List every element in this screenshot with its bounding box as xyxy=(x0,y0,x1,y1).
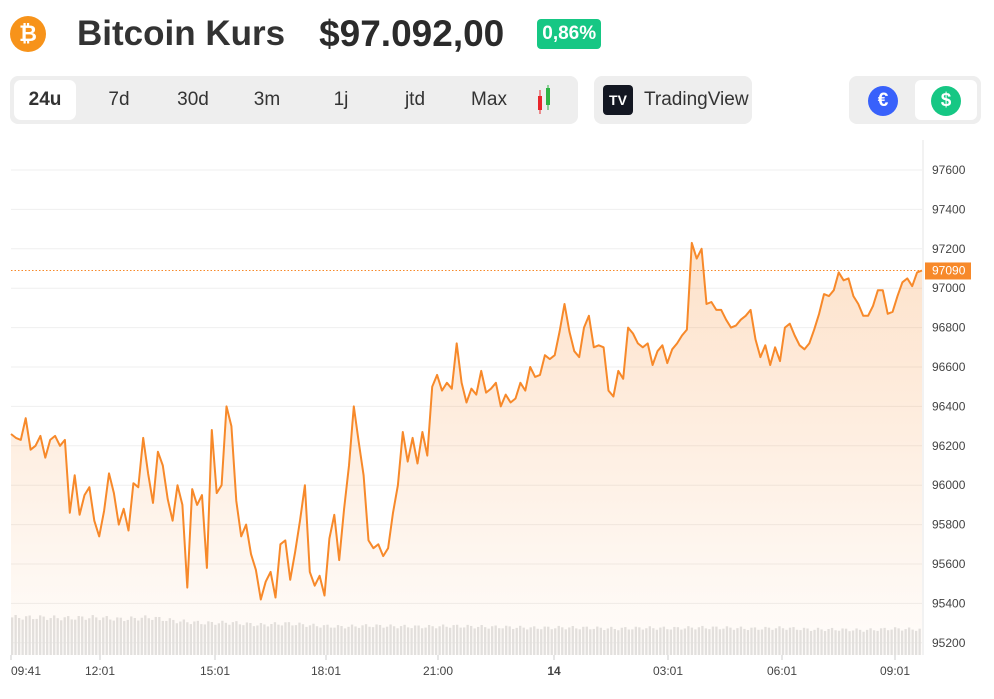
currency-toggle: € $ xyxy=(849,76,981,124)
range-selector: 24u 7d 30d 3m 1j jtd Max xyxy=(10,76,578,124)
price-area xyxy=(11,242,922,655)
candlestick-icon[interactable] xyxy=(534,84,554,116)
range-3m[interactable]: 3m xyxy=(253,89,281,110)
y-tick-label: 95800 xyxy=(932,518,966,532)
y-tick-label: 97600 xyxy=(932,163,966,177)
dollar-button[interactable]: $ xyxy=(931,86,961,116)
range-30d[interactable]: 30d xyxy=(177,89,209,110)
current-price-label: 97090 xyxy=(932,263,966,277)
x-tick-label: 14 xyxy=(547,664,561,678)
y-tick-label: 96000 xyxy=(932,478,966,492)
x-tick-label: 09:41 xyxy=(11,664,41,678)
y-tick-label: 96600 xyxy=(932,360,966,374)
price-line xyxy=(10,241,923,601)
range-max[interactable]: Max xyxy=(471,89,507,110)
y-tick-label: 96200 xyxy=(932,439,966,453)
y-tick-label: 96400 xyxy=(932,399,966,413)
current-price-tag xyxy=(925,262,971,280)
x-tick-label: 18:01 xyxy=(311,664,341,678)
bitcoin-icon: ₿ xyxy=(10,16,46,52)
tradingview-logo-icon: TV xyxy=(603,85,633,115)
x-tick-label: 12:01 xyxy=(85,664,115,678)
current-price: $97.092,00 xyxy=(319,13,505,54)
x-tick-label: 15:01 xyxy=(200,664,230,678)
x-tick-label: 06:01 xyxy=(767,664,797,678)
x-tick-label: 09:01 xyxy=(880,664,910,678)
y-tick-label: 97200 xyxy=(932,242,966,256)
tradingview-button[interactable]: TV TradingView xyxy=(594,76,752,124)
range-24u[interactable]: 24u xyxy=(14,80,76,120)
tradingview-label: TradingView xyxy=(644,89,749,110)
y-tick-label: 95400 xyxy=(932,596,966,610)
y-tick-label: 97000 xyxy=(932,281,966,295)
header: ₿ Bitcoin Kurs $97.092,00 0,86% xyxy=(10,12,602,56)
range-7d[interactable]: 7d xyxy=(108,89,130,110)
y-tick-label: 96800 xyxy=(932,321,966,335)
x-tick-label: 03:01 xyxy=(653,664,683,678)
range-1j[interactable]: 1j xyxy=(333,89,349,110)
euro-button[interactable]: € xyxy=(868,86,898,116)
range-jtd[interactable]: jtd xyxy=(404,89,426,110)
y-tick-label: 97400 xyxy=(932,202,966,216)
change-badge: 0,86% xyxy=(537,19,602,49)
page-title: Bitcoin Kurs xyxy=(77,14,286,53)
x-tick-label: 21:00 xyxy=(423,664,453,678)
y-tick-label: 95200 xyxy=(932,636,966,650)
y-tick-label: 95600 xyxy=(932,557,966,571)
